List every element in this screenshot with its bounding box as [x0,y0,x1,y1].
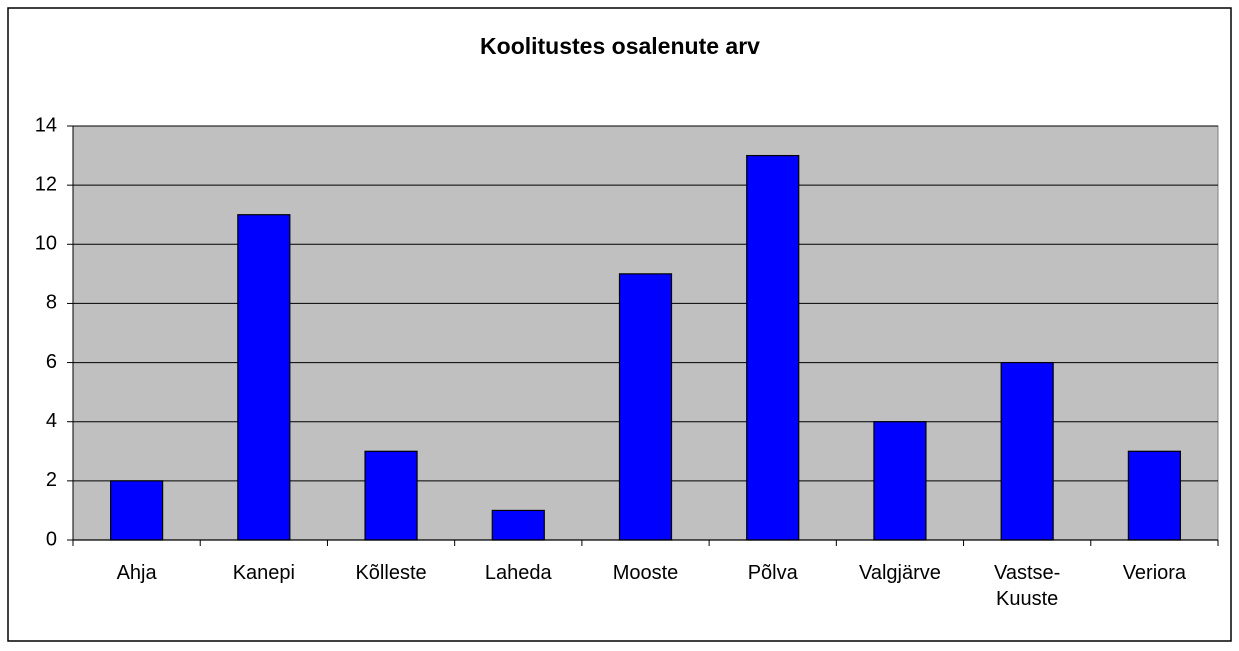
y-tick-label: 0 [46,528,57,550]
y-tick-label: 12 [35,173,57,195]
x-tick-label-box: Kõlleste [355,562,427,584]
x-tick-label: Laheda [484,562,552,584]
x-tick-label-box: Veriora [1122,562,1187,584]
bar [237,214,291,541]
bar [1127,450,1181,541]
x-tick-label-box: Kanepi [232,562,295,584]
y-tick-label: 8 [46,292,57,314]
bar [618,273,673,541]
x-tick-label: Veriora [1122,562,1187,584]
y-tick-label: 6 [46,351,57,373]
x-tick-label-box: Vastse-Kuuste [993,562,1061,610]
x-tick-label-box: Ahja [116,562,157,584]
bar [491,509,545,541]
x-tick-label: Valgjärve [858,562,941,584]
x-tick-label: Vastse-Kuuste [993,562,1061,610]
bar [110,480,164,541]
y-tick-label: 2 [46,469,57,491]
y-tick-label: 4 [46,410,57,432]
bar [746,154,800,541]
y-tick-label: 14 [35,114,57,136]
x-tick-label-box: Põlva [747,562,798,584]
x-tick-label-box: Mooste [612,562,679,584]
x-tick-label-box: Valgjärve [858,562,941,584]
bar [873,421,927,541]
bar [364,450,418,541]
bar [1000,361,1054,541]
x-tick-label: Põlva [747,562,798,584]
x-tick-label: Kõlleste [355,562,427,584]
y-tick-label: 10 [35,233,57,255]
chart-title: Koolitustes osalenute arv [480,33,760,59]
x-tick-label: Ahja [116,562,157,584]
x-tick-label-box: Laheda [484,562,552,584]
x-tick-label: Mooste [612,562,679,584]
x-tick-label: Kanepi [232,562,295,584]
